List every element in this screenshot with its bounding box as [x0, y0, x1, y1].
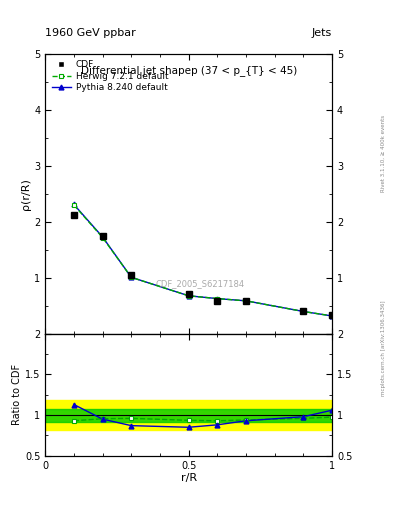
Y-axis label: Ratio to CDF: Ratio to CDF [12, 364, 22, 425]
Text: Differential jet shapep (37 < p_{T} < 45): Differential jet shapep (37 < p_{T} < 45… [81, 65, 297, 76]
Y-axis label: ρ(r/R): ρ(r/R) [21, 178, 31, 210]
Text: CDF_2005_S6217184: CDF_2005_S6217184 [156, 279, 245, 288]
X-axis label: r/R: r/R [180, 473, 197, 483]
Text: 1960 GeV ppbar: 1960 GeV ppbar [45, 28, 136, 38]
Text: Rivet 3.1.10, ≥ 400k events: Rivet 3.1.10, ≥ 400k events [381, 115, 386, 192]
Legend: CDF, Herwig 7.2.1 default, Pythia 8.240 default: CDF, Herwig 7.2.1 default, Pythia 8.240 … [48, 56, 172, 96]
Bar [45, 400, 332, 430]
Text: mcplots.cern.ch [arXiv:1306.3436]: mcplots.cern.ch [arXiv:1306.3436] [381, 301, 386, 396]
Text: Jets: Jets [312, 28, 332, 38]
Bar [45, 409, 332, 421]
